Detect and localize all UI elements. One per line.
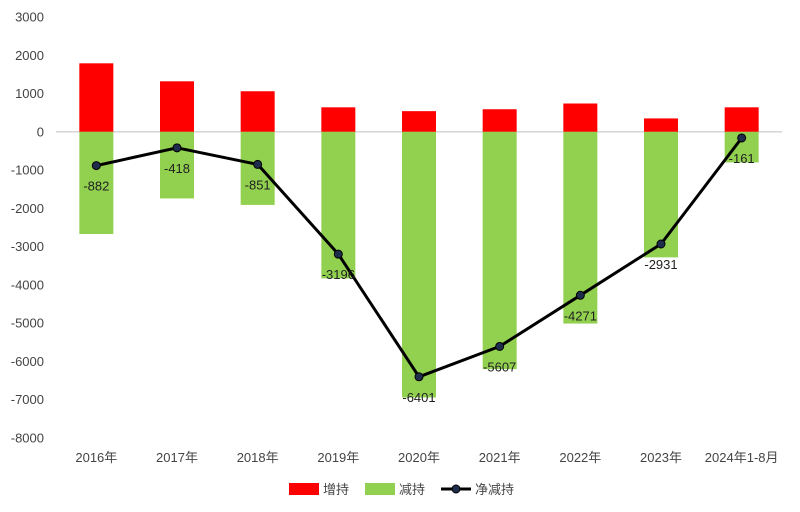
y-tick-label: 2000 xyxy=(15,48,44,63)
data-label: -161 xyxy=(729,151,755,166)
bar-减持 xyxy=(644,131,678,258)
line-净减持 xyxy=(91,133,747,382)
bars-减持 xyxy=(79,131,759,398)
bar-增持 xyxy=(79,63,114,132)
y-tick-label: -1000 xyxy=(11,163,44,178)
y-tick-label: 0 xyxy=(37,124,44,139)
y-tick-label: -7000 xyxy=(11,392,44,407)
x-tick-label: 2017年 xyxy=(156,450,198,465)
bar-增持 xyxy=(321,107,356,132)
data-label: -882 xyxy=(83,179,109,194)
bar-减持 xyxy=(79,131,114,235)
y-axis-tick-labels: 3000 2000 1000 0 -1000 -2000 -3000 -4000 -5000 -6… xyxy=(11,10,44,446)
bar-增持 xyxy=(402,111,436,132)
bar-减持 xyxy=(482,131,517,370)
data-label: -5607 xyxy=(483,359,516,374)
line-marker xyxy=(172,143,182,153)
legend-swatch-增持 xyxy=(289,483,319,495)
data-label: -418 xyxy=(164,161,190,176)
data-label: -4271 xyxy=(564,308,597,323)
line-marker xyxy=(333,249,343,259)
data-label: -6401 xyxy=(402,390,435,405)
bar-增持 xyxy=(563,103,598,132)
legend: 增持 减持 净减持 xyxy=(289,483,514,498)
y-tick-label: -4000 xyxy=(11,277,44,292)
line-marker xyxy=(737,133,747,143)
line-marker xyxy=(253,159,263,169)
x-tick-label: 2024年1-8月 xyxy=(705,450,779,465)
bars-增持 xyxy=(79,63,759,132)
bar-增持 xyxy=(724,107,759,132)
bar-增持 xyxy=(160,81,194,132)
x-tick-label: 2016年 xyxy=(75,450,117,465)
legend-marker xyxy=(451,484,461,494)
x-tick-label: 2021年 xyxy=(479,450,521,465)
line-marker xyxy=(414,372,424,382)
legend-swatch-减持 xyxy=(365,483,395,495)
bar-减持 xyxy=(402,131,436,398)
x-tick-label: 2019年 xyxy=(317,450,359,465)
y-tick-label: -8000 xyxy=(11,431,44,446)
x-tick-label: 2022年 xyxy=(559,450,601,465)
y-tick-label: -6000 xyxy=(11,354,44,369)
x-tick-label: 2020年 xyxy=(398,450,440,465)
legend-label-增持: 增持 xyxy=(323,483,349,498)
y-tick-label: -2000 xyxy=(11,201,44,216)
data-labels: -882 -418 -851 -3196 -6401 -5607 -4271 -2931 -16… xyxy=(83,151,754,405)
x-tick-label: 2023年 xyxy=(640,450,682,465)
legend-label-净减持: 净减持 xyxy=(475,483,514,498)
line-marker xyxy=(495,341,505,351)
data-label: -3196 xyxy=(322,267,355,282)
line-marker xyxy=(91,161,101,171)
line-marker xyxy=(656,239,666,249)
data-label: -851 xyxy=(245,177,271,192)
bar-增持 xyxy=(644,118,678,132)
line-marker xyxy=(575,290,585,300)
y-tick-label: -3000 xyxy=(11,239,44,254)
x-axis-tick-labels: 2016年 2017年 2018年 2019年 2020年 2021年 2022年 2023年… xyxy=(75,450,778,465)
bar-减持 xyxy=(160,131,194,199)
y-tick-label: 1000 xyxy=(15,86,44,101)
y-tick-label: -5000 xyxy=(11,316,44,331)
y-tick-label: 3000 xyxy=(15,10,44,25)
bar-增持 xyxy=(482,109,517,132)
x-tick-label: 2018年 xyxy=(237,450,279,465)
bar-增持 xyxy=(240,91,275,132)
legend-label-减持: 减持 xyxy=(399,483,425,498)
data-label: -2931 xyxy=(644,257,677,272)
